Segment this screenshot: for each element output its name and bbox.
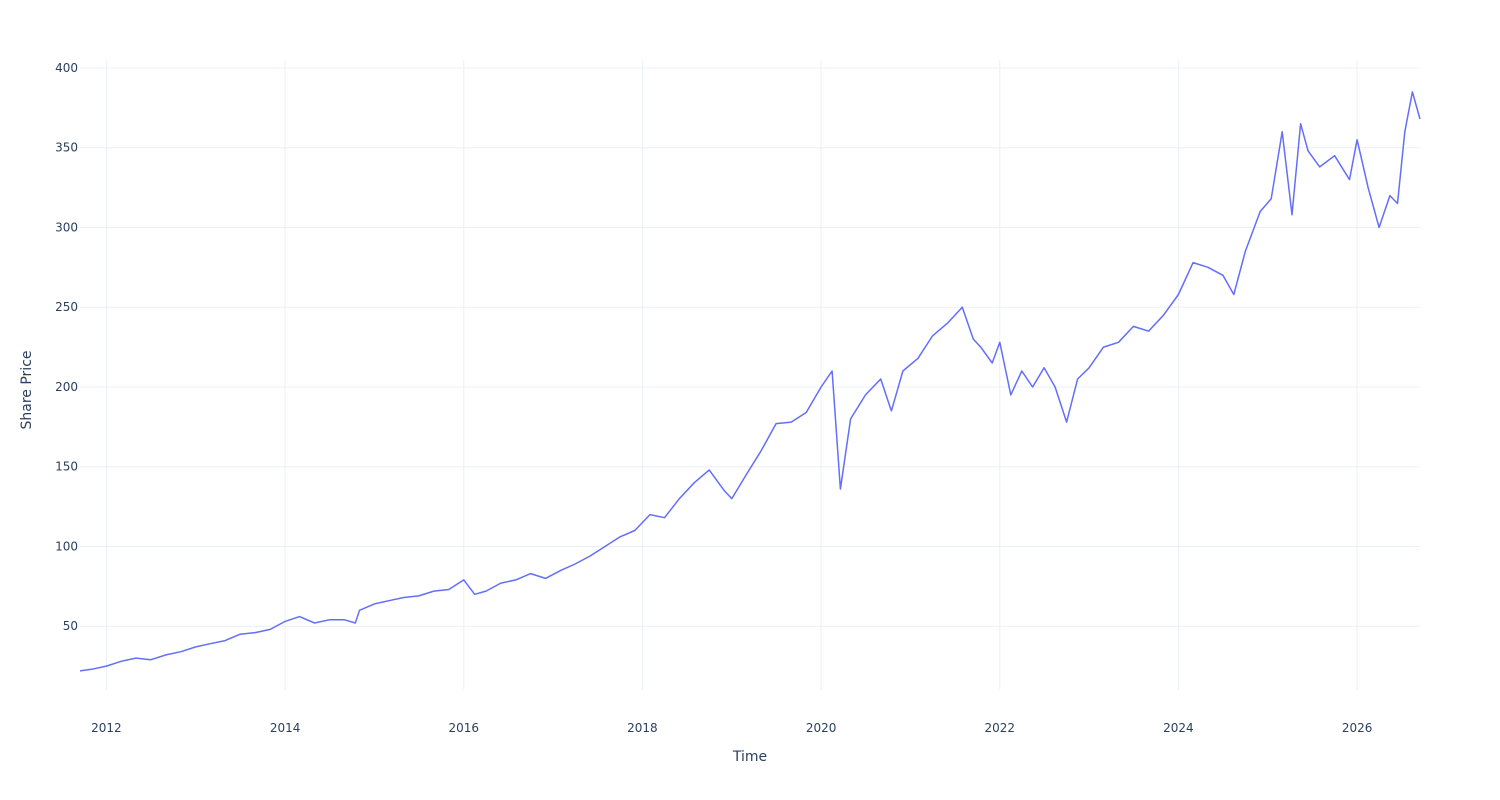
x-tick-label: 2014 (270, 721, 301, 735)
plot-area (79, 91, 1421, 672)
y-axis-title: Share Price (19, 350, 35, 429)
y-tick-label: 200 (55, 380, 78, 394)
x-axis-title: Time (732, 749, 767, 765)
y-tick-label: 350 (55, 141, 78, 155)
x-axis-ticks: 2012 2014 2016 2018 2020 2022 2024 2026 (91, 721, 1372, 735)
x-tick-label: 2024 (1163, 721, 1194, 735)
share-price-line (79, 91, 1421, 672)
y-axis-ticks: 50 100 150 200 250 300 350 400 (55, 61, 78, 633)
x-tick-label: 2020 (806, 721, 837, 735)
y-tick-label: 250 (55, 300, 78, 314)
y-tick-label: 150 (55, 460, 78, 474)
x-tick-label: 2016 (448, 721, 479, 735)
y-tick-label: 400 (55, 61, 78, 75)
y-tick-label: 50 (63, 619, 78, 633)
grid-lines (80, 60, 1420, 690)
y-tick-label: 300 (55, 220, 78, 234)
x-tick-label: 2022 (984, 721, 1015, 735)
y-tick-label: 100 (55, 539, 78, 553)
x-tick-label: 2026 (1342, 721, 1373, 735)
x-tick-label: 2018 (627, 721, 658, 735)
x-tick-label: 2012 (91, 721, 122, 735)
